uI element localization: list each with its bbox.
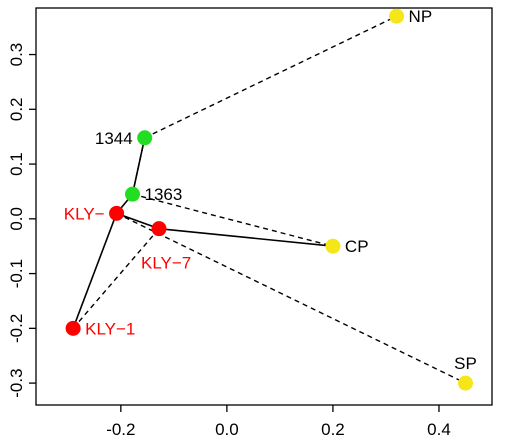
dashed-segment	[72, 228, 160, 329]
y-tick-label: 0.0	[7, 207, 26, 231]
point-label-cp: CP	[345, 237, 369, 256]
dashed-segment	[116, 212, 466, 384]
plot-frame	[35, 7, 493, 406]
x-tick-label: 0.2	[321, 420, 345, 439]
y-tick-label: 0.3	[7, 43, 26, 67]
point-1344	[137, 130, 153, 146]
y-tick-label: 0.2	[7, 97, 26, 121]
x-tick-label: 0.0	[215, 420, 239, 439]
point-label-kly-1: KLY−1	[85, 319, 135, 338]
solid-segment	[72, 213, 118, 329]
solid-segment	[131, 137, 146, 195]
point-kly-1	[65, 320, 81, 336]
x-axis: -0.2 0.0 0.2 0.4	[106, 405, 451, 439]
point-np	[389, 8, 405, 24]
point-label-kly-7: KLY−7	[141, 254, 191, 273]
point-label-1363: 1363	[145, 185, 183, 204]
point-kly-7	[151, 221, 167, 237]
point-label-1344: 1344	[95, 129, 133, 148]
point-cp	[325, 238, 341, 254]
y-tick-label: 0.1	[7, 152, 26, 176]
y-tick-label: -0.2	[7, 314, 26, 343]
points	[65, 8, 473, 391]
point-sp	[457, 375, 473, 391]
point-labels: NP 1344 1363 KLY− KLY−7 CP KLY−1 SP	[64, 7, 477, 373]
point-label-kly-x: KLY−	[64, 204, 105, 223]
point-1363	[125, 186, 141, 202]
solid-segment	[158, 227, 334, 247]
dashed-segment	[144, 15, 397, 139]
point-label-np: NP	[409, 7, 433, 26]
y-axis: -0.3 -0.2 -0.1 0.0 0.1 0.2 0.3	[7, 43, 36, 398]
solid-segment	[116, 212, 160, 230]
x-tick-label: -0.2	[106, 420, 135, 439]
y-tick-label: -0.1	[7, 259, 26, 288]
point-label-sp: SP	[454, 354, 477, 373]
x-tick-label: 0.4	[427, 420, 451, 439]
dashed-segment	[132, 193, 334, 247]
point-kly-x	[109, 205, 125, 221]
y-tick-label: -0.3	[7, 368, 26, 397]
